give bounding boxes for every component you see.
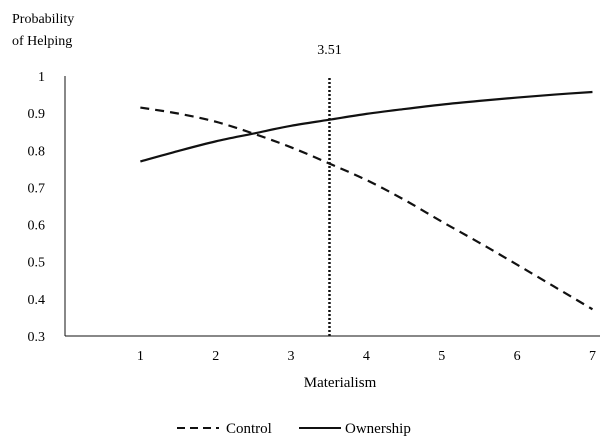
legend: Control Ownership bbox=[177, 421, 411, 437]
legend-control-label: Control bbox=[226, 421, 272, 437]
y-axis-title-line-2: of Helping bbox=[12, 34, 72, 49]
x-tick-label: 1 bbox=[137, 349, 144, 364]
y-tick-label: 0.6 bbox=[28, 219, 46, 234]
y-tick-label: 0.5 bbox=[28, 256, 46, 271]
x-tick-label: 2 bbox=[212, 349, 219, 364]
y-tick-label: 0.8 bbox=[28, 144, 46, 159]
x-tick-label: 6 bbox=[514, 349, 521, 364]
x-tick-label: 7 bbox=[589, 349, 596, 364]
y-tick-labels: 0.3 0.4 0.5 0.6 0.7 0.8 0.9 1 bbox=[28, 70, 46, 345]
x-axis-title: Materialism bbox=[304, 375, 377, 391]
y-tick-label: 0.3 bbox=[28, 330, 46, 345]
y-tick-label: 1 bbox=[38, 70, 45, 85]
y-tick-label: 0.4 bbox=[28, 293, 46, 308]
legend-ownership-label: Ownership bbox=[345, 421, 411, 437]
series-line-ownership bbox=[140, 90, 593, 163]
reference-vline-label: 3.51 bbox=[317, 43, 342, 58]
series-line-control bbox=[140, 106, 594, 311]
y-axis-title-line-1: Probability bbox=[12, 12, 74, 27]
x-tick-labels: 1 2 3 4 5 6 7 bbox=[137, 349, 596, 364]
series-lines bbox=[140, 90, 594, 311]
y-tick-label: 0.9 bbox=[28, 107, 46, 122]
annotations: 3.51 bbox=[317, 43, 342, 336]
x-tick-label: 3 bbox=[288, 349, 295, 364]
x-tick-label: 4 bbox=[363, 349, 370, 364]
y-tick-label: 0.7 bbox=[28, 181, 46, 196]
x-tick-label: 5 bbox=[438, 349, 445, 364]
